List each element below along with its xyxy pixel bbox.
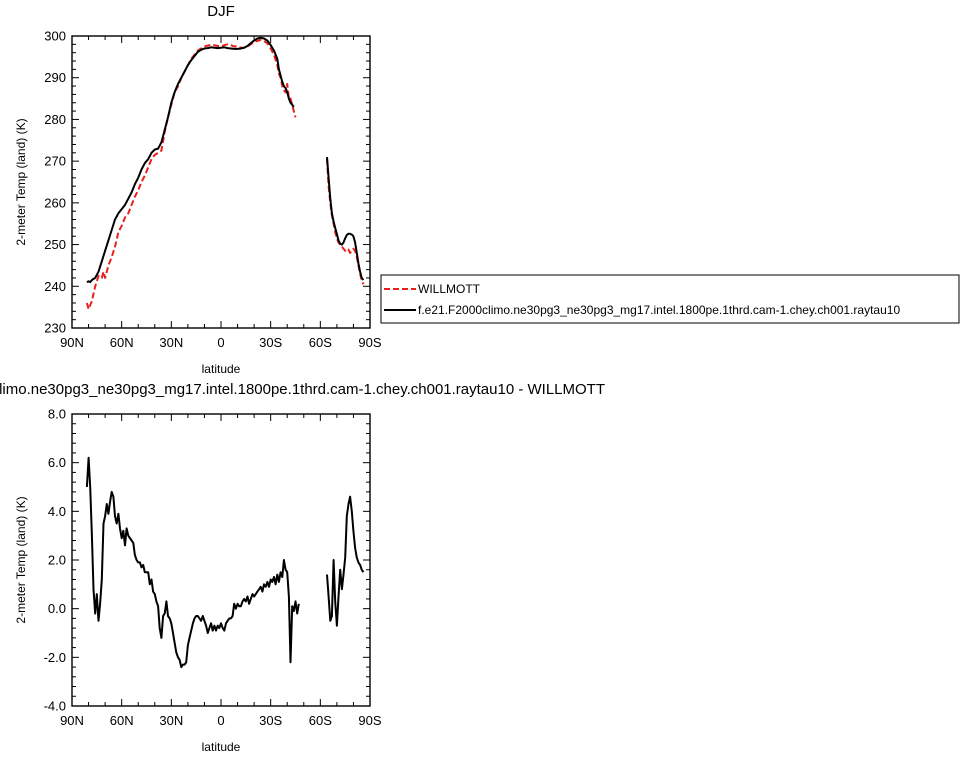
- bottom-x-axis-label: latitude: [202, 740, 241, 754]
- bottom-x-tick-label: 30N: [159, 713, 183, 728]
- bottom-y-tick-label: 6.0: [48, 455, 66, 470]
- bottom-series-line-0: [326, 495, 365, 627]
- top-x-tick-label: 90N: [60, 335, 84, 350]
- top-y-tick-label: 240: [44, 279, 66, 294]
- top-x-tick-label: 30S: [259, 335, 282, 350]
- top-x-ticks: 90N 60N 30N 0 30S 60S 90S: [60, 36, 382, 350]
- top-x-tick-label: 30N: [159, 335, 183, 350]
- bottom-y-tick-label: -2.0: [44, 650, 66, 665]
- top-x-tick-label: 0: [217, 335, 224, 350]
- top-y-axis-label: 2-meter Temp (land) (K): [14, 118, 28, 245]
- legend-box: [380, 274, 960, 324]
- top-series-line-1: [326, 156, 365, 281]
- top-series-line-1: [86, 36, 295, 284]
- top-x-tick-label: 60N: [110, 335, 134, 350]
- legend-label-willmott: WILLMOTT: [418, 282, 481, 296]
- bottom-x-tick-label: 60N: [110, 713, 134, 728]
- legend-label-model: f.e21.F2000climo.ne30pg3_ne30pg3_mg17.in…: [418, 303, 900, 317]
- bottom-y-tick-label: 4.0: [48, 504, 66, 519]
- bottom-series-line-0: [85, 456, 300, 669]
- bottom-y-tick-label: 8.0: [48, 407, 66, 422]
- top-plot-frame: [71, 35, 371, 329]
- top-y-tick-label: 250: [44, 237, 66, 252]
- bottom-y-ticks: -4.0 -2.0 0.0 2.0 4.0 6.0 8.0: [44, 407, 370, 714]
- bottom-x-tick-label: 0: [217, 713, 224, 728]
- top-x-tick-label: 60S: [309, 335, 332, 350]
- bottom-x-tick-label: 30S: [259, 713, 282, 728]
- bottom-x-tick-label: 90N: [60, 713, 84, 728]
- top-y-tick-label: 290: [44, 70, 66, 85]
- bottom-y-axis-label: 2-meter Temp (land) (K): [14, 496, 28, 623]
- bottom-x-tick-label: 60S: [309, 713, 332, 728]
- top-y-tick-label: 280: [44, 112, 66, 127]
- bottom-plot-frame: [71, 413, 371, 707]
- top-series-line-0: [85, 38, 297, 311]
- bottom-y-tick-label: 0.0: [48, 601, 66, 616]
- bottom-x-tick-label: 90S: [358, 713, 381, 728]
- top-panel: DJF 90N 60N 30N 0 30S 60S 90S 2302402502602702…: [14, 3, 382, 376]
- bottom-y-tick-label: -4.0: [44, 699, 66, 714]
- top-y-tick-label: 300: [44, 29, 66, 44]
- bottom-x-ticks: 90N 60N 30N 0 30S 60S 90S: [60, 414, 382, 728]
- top-y-ticks: 230 240 250 260 270 280 290 300: [44, 29, 370, 336]
- top-chart-title: DJF: [207, 3, 235, 20]
- top-y-tick-label: 260: [44, 195, 66, 210]
- top-y-tick-label: 230: [44, 321, 66, 336]
- top-y-tick-label: 270: [44, 154, 66, 169]
- top-x-axis-label: latitude: [202, 362, 241, 376]
- bottom-chart-title: f.e21.F2000climo.ne30pg3_ne30pg3_mg17.in…: [0, 381, 605, 398]
- bottom-series-lines: [85, 456, 365, 669]
- bottom-y-tick-label: 2.0: [48, 553, 66, 568]
- top-x-tick-label: 90S: [358, 335, 381, 350]
- bottom-panel: f.e21.F2000climo.ne30pg3_ne30pg3_mg17.in…: [0, 381, 605, 754]
- legend: WILLMOTT f.e21.F2000climo.ne30pg3_ne30pg…: [380, 274, 960, 324]
- top-series-lines: [85, 36, 365, 311]
